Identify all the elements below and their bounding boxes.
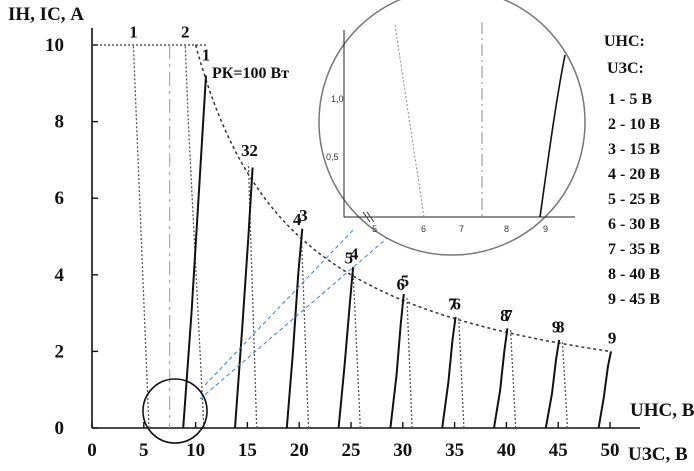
zoom-y-tick: 0,5 [326, 152, 339, 162]
load-line-label: 5 [345, 248, 354, 267]
load-line-label: 2 [181, 22, 190, 41]
load-line-label: 7 [448, 294, 457, 313]
axis-break-mark [366, 211, 375, 223]
zoom-connector [199, 159, 479, 400]
transfer-curve-4 [337, 267, 355, 429]
transfer-curve-label: 8 [556, 317, 565, 336]
legend-item: 7 - 35 B [608, 241, 660, 258]
legend-item: 8 - 40 B [608, 266, 660, 283]
axis-break-mark [362, 211, 371, 223]
load-line-2 [184, 44, 205, 429]
y-tick-label: 8 [55, 112, 65, 133]
transfer-curve-label: 1 [202, 45, 211, 64]
load-line-label: 9 [552, 317, 561, 336]
y-tick-label: 6 [55, 188, 65, 209]
legend-item: 2 - 10 B [608, 116, 660, 133]
transfer-curve-5 [389, 293, 405, 429]
transfer-curve-6 [441, 316, 457, 429]
zoom-inset: 1,0 0,5 5 6 7 8 9 [142, 0, 586, 444]
load-line-label: 1 [129, 22, 138, 41]
zoom-x-tick: 5 [372, 224, 377, 234]
zoom-connector [204, 227, 356, 386]
x-tick-label: 15 [238, 440, 257, 461]
load-line-7 [458, 316, 465, 429]
x-tick-label: 45 [549, 440, 568, 461]
y-tick-label: 2 [55, 341, 65, 362]
zoom-x-tick: 6 [421, 224, 426, 234]
x-axis-label-bottom: UЗС, B [628, 444, 688, 465]
x-tick-label: 40 [497, 440, 516, 461]
x-tick-label: 20 [290, 440, 309, 461]
legend-item: 1 - 5 B [608, 91, 652, 108]
legend-item: 3 - 15 B [608, 141, 660, 158]
zoom-x-tick: 8 [504, 224, 509, 234]
load-line-label: 8 [500, 306, 509, 325]
x-axis-label-top: UНС, B [630, 400, 694, 421]
zoom-transfer-curve-1 [539, 54, 566, 218]
transfer-curve-2 [234, 167, 254, 429]
zoom-x-tick: 7 [459, 224, 464, 234]
transfer-curve-label: 9 [608, 329, 617, 348]
load-line-4 [300, 232, 310, 429]
transfer-curve-1 [182, 75, 207, 429]
power-curve-label: PК=100 Вт [212, 65, 289, 82]
zoom-lens [318, 0, 586, 256]
load-line-6 [406, 297, 413, 429]
legend-item: 6 - 30 B [608, 216, 660, 233]
zoom-load-line-2 [394, 24, 425, 218]
transfer-curve-7 [493, 328, 509, 429]
transfer-curve-3 [285, 228, 304, 429]
load-line-5 [352, 270, 361, 429]
transfer-curve-label: 2 [249, 141, 258, 160]
load-line-label: 6 [396, 275, 405, 294]
transfer-curve-label: 4 [350, 244, 359, 263]
zoom-y-tick: 1,0 [331, 94, 344, 104]
y-tick-label: 10 [45, 35, 64, 56]
zoom-plot: 1,0 0,5 5 6 7 8 9 [326, 22, 575, 234]
legend-item: 4 - 20 B [608, 166, 660, 183]
zoom-x-tick: 9 [543, 224, 548, 234]
x-tick-label: 35 [445, 440, 464, 461]
load-line-label: 4 [293, 210, 302, 229]
legend-item: 9 - 45 B [608, 291, 660, 308]
legend: UНС: UЗС: 1 - 5 B 2 - 10 B 3 - 15 B 4 - … [604, 33, 660, 308]
x-tick-label: 25 [342, 440, 361, 461]
transfer-curve-8 [544, 339, 561, 429]
zoom-source-circle [142, 378, 208, 444]
load-line-1 [132, 44, 150, 429]
x-tick-label: 0 [87, 440, 97, 461]
x-tick-label: 10 [186, 440, 205, 461]
load-line-label: 3 [241, 141, 250, 160]
legend-header-gate: UЗС: [607, 60, 644, 77]
x-tick-label: 5 [139, 440, 149, 461]
y-tick-label: 4 [55, 265, 65, 286]
transfer-curve-label: 6 [452, 294, 461, 313]
load-line-8 [509, 328, 517, 429]
x-tick-label: 30 [393, 440, 412, 461]
transfer-curve-label: 3 [299, 206, 308, 225]
transfer-curve-label: 5 [401, 271, 410, 290]
legend-item: 5 - 25 B [608, 191, 660, 208]
y-axis-label: IН, IС, A [8, 4, 84, 25]
y-tick-label: 0 [55, 418, 65, 439]
transfer-curve-9 [597, 351, 612, 429]
x-tick-label: 50 [601, 440, 620, 461]
load-line-9 [561, 339, 569, 429]
transfer-curve-label: 7 [504, 306, 513, 325]
legend-header-drain: UНС: [604, 33, 645, 50]
